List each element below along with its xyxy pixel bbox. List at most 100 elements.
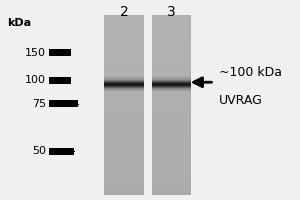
Bar [152,24,191,27]
Bar [152,45,191,48]
Text: ~100 kDa: ~100 kDa [219,66,282,79]
Bar [152,18,191,21]
Bar [152,183,191,186]
Bar [152,120,191,123]
Bar [104,177,144,180]
Bar [152,87,191,88]
Text: 75: 75 [32,99,46,109]
Text: 3: 3 [167,5,176,19]
Bar [104,81,144,84]
Bar [104,69,144,72]
Bar [152,51,191,54]
Text: 50: 50 [32,146,46,156]
Bar [104,129,144,132]
Bar [104,132,144,135]
Bar [104,186,144,189]
Bar [104,54,144,57]
Bar [152,78,191,81]
Bar [104,27,144,30]
Bar [152,80,191,81]
Bar [152,60,191,63]
Bar [152,15,191,195]
Bar [104,159,144,162]
Bar [104,77,144,78]
Bar [152,78,191,79]
Bar [104,168,144,171]
Bar [104,180,144,183]
Bar [104,126,144,129]
Bar [152,54,191,57]
Bar [104,21,144,24]
Bar [104,39,144,42]
Bar [152,192,191,195]
Bar [152,108,191,111]
Bar [104,89,144,90]
Bar [152,39,191,42]
Text: 100: 100 [25,75,46,85]
Bar [104,150,144,153]
Bar [152,72,191,75]
Bar [104,83,144,84]
Bar [152,90,191,91]
Bar [104,33,144,36]
Bar [152,63,191,66]
Bar [104,123,144,126]
Bar [152,27,191,30]
Bar [152,96,191,99]
Bar [104,183,144,186]
Bar [152,48,191,51]
Bar [152,138,191,141]
Bar [104,72,144,75]
Bar [152,69,191,72]
Bar [152,81,191,82]
Bar [104,93,144,96]
Bar [104,78,144,81]
Bar [104,117,144,120]
Bar [104,84,144,87]
Bar [104,66,144,69]
Bar [152,168,191,171]
Text: kDa: kDa [7,18,31,28]
Bar [104,138,144,141]
Bar [152,177,191,180]
Bar [104,80,144,81]
Text: 2: 2 [120,5,128,19]
Bar [152,36,191,39]
Bar [152,33,191,36]
Bar [104,63,144,66]
Bar [104,87,144,88]
Bar [104,24,144,27]
Bar [104,153,144,156]
Bar [152,42,191,45]
Bar [152,89,191,90]
Bar [49,49,71,56]
Bar [152,66,191,69]
Bar [152,88,191,89]
Bar [152,147,191,150]
Bar [152,84,191,87]
Bar [49,77,71,84]
Bar [104,88,144,89]
Bar [152,117,191,120]
Bar [104,30,144,33]
Bar [152,126,191,129]
Bar [152,150,191,153]
Bar [152,85,191,86]
Bar [104,15,144,18]
Bar [152,123,191,126]
Bar [152,79,191,80]
Bar [152,84,191,85]
Bar [104,114,144,117]
Bar [49,100,78,107]
Bar [104,162,144,165]
Bar [104,82,144,83]
Bar [152,171,191,174]
Bar [152,57,191,60]
Bar [104,141,144,144]
Bar [104,48,144,51]
Bar [152,162,191,165]
Bar [152,81,191,84]
Bar [104,90,144,93]
Bar [104,135,144,138]
Bar [104,79,144,80]
